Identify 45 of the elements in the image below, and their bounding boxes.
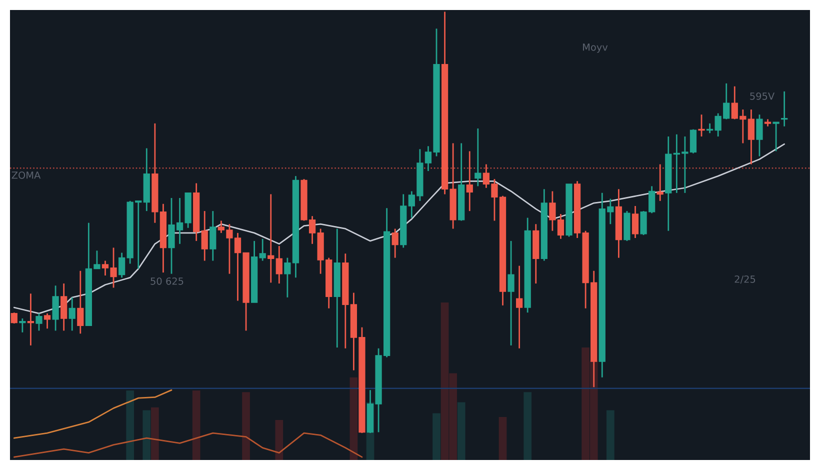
candlestick [210, 210, 216, 262]
bar [275, 420, 284, 460]
bar [242, 392, 250, 460]
candlestick [27, 292, 34, 346]
annotation: ZOMA [12, 171, 41, 179]
annotation: 50 625 [150, 277, 184, 285]
candlestick [284, 257, 291, 298]
candlestick [756, 114, 763, 157]
bar [142, 410, 151, 460]
candlestick [10, 312, 18, 324]
candlestick [516, 265, 523, 350]
bar [524, 392, 532, 460]
annotation: 2/25 [734, 275, 756, 284]
bar [192, 390, 200, 460]
bar [432, 413, 440, 460]
bar [498, 417, 507, 460]
bar [457, 402, 466, 460]
candlestick [698, 114, 705, 138]
candlestick [392, 228, 398, 258]
candlestick [60, 282, 68, 332]
candlestick [781, 90, 788, 128]
candlestick [706, 122, 714, 134]
candlestick [77, 270, 84, 334]
candlestick [68, 296, 76, 332]
candlestick [19, 318, 26, 334]
candlestick [772, 121, 780, 152]
candlestick [276, 245, 282, 284]
annotation: Moyv [583, 44, 608, 53]
candlestick [466, 150, 473, 212]
candlestick [656, 164, 664, 202]
annotation: 595V [750, 92, 775, 100]
candlestick [508, 240, 514, 346]
candlestick [201, 210, 208, 262]
candlestick [52, 284, 59, 332]
candlestick [44, 312, 51, 330]
bar [126, 390, 134, 460]
candlestick [36, 312, 42, 332]
candlestick [259, 238, 266, 262]
candlestick [118, 252, 126, 278]
candlestick [632, 205, 639, 239]
bar [606, 410, 614, 460]
candlestick [748, 108, 755, 165]
candlestick [474, 128, 482, 187]
candlestick [268, 194, 274, 284]
bar [150, 407, 159, 460]
